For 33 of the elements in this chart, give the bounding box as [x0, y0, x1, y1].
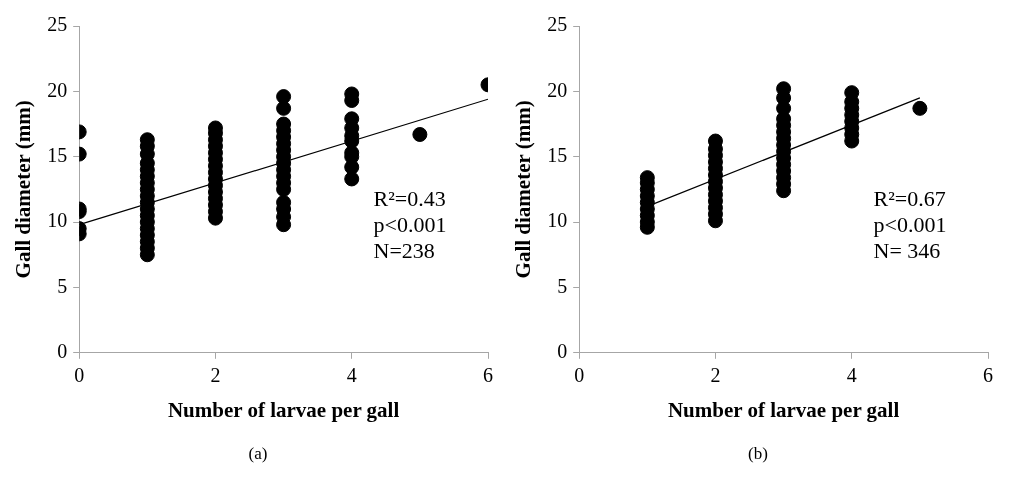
annotation: N= 346 [873, 238, 941, 264]
point [912, 100, 928, 116]
y-tick-label: 20 [47, 78, 68, 101]
annotation: R²=0.43 [373, 186, 446, 212]
annotation: R²=0.67 [873, 186, 946, 212]
x-tick-label: 0 [574, 364, 585, 387]
y-axis-title: Gall diameter (mm) [11, 100, 36, 279]
y-tick-label: 5 [557, 274, 568, 297]
x-tick-label: 2 [710, 364, 721, 387]
x-tick-label: 4 [346, 364, 357, 387]
annotation: p<0.001 [373, 212, 447, 238]
text: (b) [747, 444, 769, 464]
y-tick-label: 25 [47, 13, 68, 36]
x-tick-label: 4 [846, 364, 857, 387]
y-tick-label: 0 [557, 340, 568, 363]
x-tick-label: 6 [483, 364, 493, 387]
y-tick-label: 10 [47, 209, 68, 232]
x-tick-label: 2 [210, 364, 221, 387]
x-tick-label: 0 [74, 364, 85, 387]
y-axis-title: Gall diameter (mm) [511, 100, 536, 279]
y-tick-label: 20 [547, 78, 568, 101]
annotation: N=238 [373, 238, 435, 264]
y-tick-label: 5 [57, 274, 68, 297]
text: (a) [247, 444, 269, 464]
y-tick-label: 15 [547, 143, 568, 166]
y-tick-label: 0 [57, 340, 68, 363]
y-tick-label: 15 [47, 143, 68, 166]
x-axis-title: Number of larvae per gall [167, 397, 400, 422]
annotation: p<0.001 [873, 212, 947, 238]
x-tick-label: 6 [983, 364, 993, 387]
x-axis-title: Number of larvae per gall [667, 397, 900, 422]
y-tick-label: 10 [547, 209, 568, 232]
y-tick-label: 25 [547, 13, 568, 36]
